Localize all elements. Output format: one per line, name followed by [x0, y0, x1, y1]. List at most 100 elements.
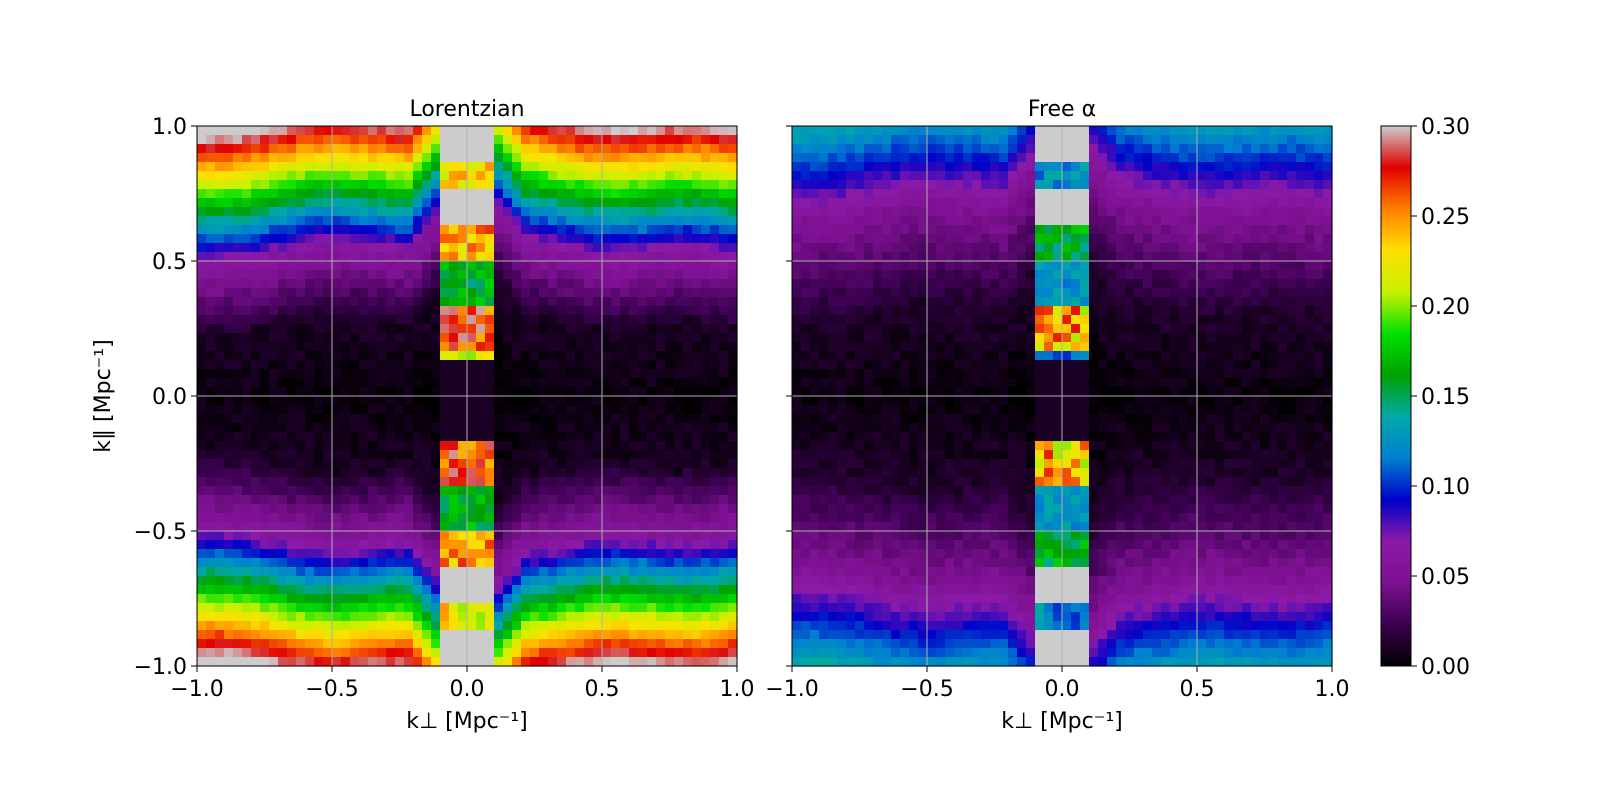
heatmap-cell: [359, 441, 369, 451]
heatmap-cell: [539, 504, 549, 514]
heatmap-cell: [296, 522, 306, 532]
heatmap-cell: [719, 162, 729, 172]
heatmap-cell: [909, 477, 919, 487]
heatmap-cell: [566, 657, 576, 667]
heatmap-cell: [981, 450, 991, 460]
heatmap-cell: [819, 468, 829, 478]
heatmap-cell: [242, 504, 252, 514]
heatmap-cell: [431, 189, 441, 199]
heatmap-cell: [954, 189, 964, 199]
heatmap-cell: [918, 297, 928, 307]
heatmap-cell: [810, 450, 820, 460]
heatmap-cell: [936, 198, 946, 208]
heatmap-cell: [386, 594, 396, 604]
heatmap-cell: [251, 144, 261, 154]
heatmap-cell: [233, 162, 243, 172]
heatmap-cell: [548, 180, 558, 190]
heatmap-cell: [954, 504, 964, 514]
heatmap-cell: [602, 324, 612, 334]
heatmap-cell: [909, 459, 919, 469]
heatmap-cell: [386, 360, 396, 370]
heatmap-cell: [837, 333, 847, 343]
heatmap-cell: [224, 387, 234, 397]
heatmap-cell: [413, 216, 423, 226]
heatmap-cell: [810, 486, 820, 496]
heatmap-cell: [855, 189, 865, 199]
heatmap-cell: [728, 504, 738, 514]
heatmap-cell: [719, 243, 729, 253]
heatmap-cell: [846, 396, 856, 406]
heatmap-cell: [278, 540, 288, 550]
heatmap-cell: [305, 531, 315, 541]
heatmap-cell: [801, 315, 811, 325]
heatmap-cell: [819, 225, 829, 235]
heatmap-cell: [539, 288, 549, 298]
heatmap-cell: [954, 630, 964, 640]
heatmap-cell: [620, 261, 630, 271]
heatmap-cell: [521, 351, 531, 361]
heatmap-cell: [296, 288, 306, 298]
heatmap-cell: [810, 441, 820, 451]
heatmap-cell: [909, 495, 919, 505]
heatmap-cell: [467, 612, 477, 622]
heatmap-cell: [963, 333, 973, 343]
heatmap-cell: [440, 396, 450, 406]
heatmap-cell: [404, 261, 414, 271]
heatmap-cell: [476, 306, 486, 316]
heatmap-cell: [990, 225, 1000, 235]
heatmap-cell: [404, 612, 414, 622]
heatmap-cell: [323, 333, 333, 343]
heatmap-cell: [530, 567, 540, 577]
heatmap-cell: [846, 621, 856, 631]
heatmap-cell: [449, 504, 459, 514]
heatmap-cell: [332, 369, 342, 379]
heatmap-cell: [584, 423, 594, 433]
heatmap-cell: [476, 531, 486, 541]
heatmap-cell: [936, 171, 946, 181]
heatmap-cell: [945, 144, 955, 154]
heatmap-cell: [575, 360, 585, 370]
heatmap-cell: [467, 450, 477, 460]
heatmap-cell: [494, 135, 504, 145]
heatmap-cell: [828, 576, 838, 586]
heatmap-cell: [936, 351, 946, 361]
heatmap-cell: [981, 270, 991, 280]
heatmap-cell: [314, 396, 324, 406]
heatmap-cell: [395, 252, 405, 262]
heatmap-cell: [242, 351, 252, 361]
heatmap-cell: [476, 495, 486, 505]
heatmap-cell: [305, 225, 315, 235]
heatmap-cell: [656, 396, 666, 406]
heatmap-cell: [819, 171, 829, 181]
heatmap-cell: [359, 639, 369, 649]
heatmap-cell: [287, 297, 297, 307]
heatmap-cell: [593, 639, 603, 649]
heatmap-cell: [512, 621, 522, 631]
heatmap-cell: [593, 333, 603, 343]
heatmap-cell: [503, 189, 513, 199]
heatmap-cell: [891, 189, 901, 199]
heatmap-cell: [837, 171, 847, 181]
heatmap-cell: [656, 549, 666, 559]
heatmap-cell: [404, 216, 414, 226]
heatmap-cell: [674, 162, 684, 172]
heatmap-cell: [422, 261, 432, 271]
heatmap-cell: [981, 234, 991, 244]
heatmap-cell: [404, 135, 414, 145]
heatmap-cell: [422, 513, 432, 523]
heatmap-cell: [215, 387, 225, 397]
heatmap-cell: [314, 513, 324, 523]
heatmap-cell: [819, 432, 829, 442]
heatmap-cell: [359, 450, 369, 460]
heatmap-cell: [476, 207, 486, 217]
heatmap-cell: [494, 513, 504, 523]
heatmap-cell: [449, 495, 459, 505]
heatmap-cell: [656, 306, 666, 316]
heatmap-cell: [990, 279, 1000, 289]
heatmap-cell: [873, 450, 883, 460]
heatmap-cell: [269, 261, 279, 271]
heatmap-cell: [476, 351, 486, 361]
y-tick-label: −0.5: [134, 520, 187, 545]
heatmap-cell: [963, 153, 973, 163]
heatmap-cell: [792, 495, 802, 505]
